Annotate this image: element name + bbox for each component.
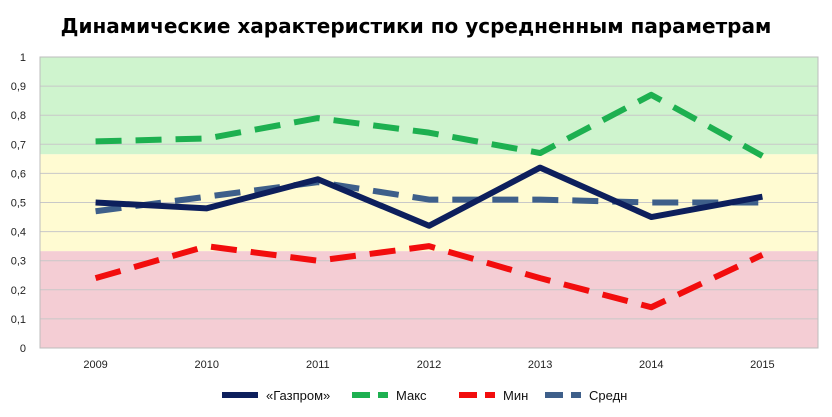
legend-item-3: Средн	[545, 388, 627, 403]
x-tick-label: 2012	[417, 359, 441, 371]
x-tick-label: 2014	[639, 359, 663, 371]
x-tick-label: 2013	[528, 359, 552, 371]
legend-label: «Газпром»	[266, 388, 330, 403]
x-tick-label: 2010	[194, 359, 218, 371]
x-tick-label: 2011	[306, 359, 330, 371]
y-tick-label: 0,3	[11, 256, 26, 268]
y-tick-label: 0,5	[11, 198, 26, 210]
y-tick-label: 0,9	[11, 81, 26, 93]
series-line-2	[94, 243, 764, 311]
y-tick-label: 0,7	[11, 139, 26, 151]
series-line-1	[95, 91, 764, 159]
legend-label: Мин	[503, 388, 528, 403]
y-tick-label: 0,4	[11, 227, 26, 239]
y-tick-label: 0,2	[11, 285, 26, 297]
x-tick-label: 2009	[83, 359, 107, 371]
series-line-3	[95, 179, 763, 215]
series-line-0	[95, 164, 763, 229]
band-2	[40, 57, 818, 155]
legend-label: Макс	[396, 388, 427, 403]
legend-label: Средн	[589, 388, 627, 403]
y-tick-label: 0,8	[11, 110, 26, 122]
chart-title: Динамические характеристики по усредненн…	[60, 14, 772, 38]
band-0	[40, 251, 818, 348]
legend-item-2: Мин	[459, 388, 528, 403]
y-tick-label: 1	[20, 52, 26, 64]
y-tick-label: 0,6	[11, 168, 26, 180]
legend-item-1: Макс	[352, 388, 427, 403]
y-tick-label: 0	[20, 343, 26, 355]
x-tick-label: 2015	[750, 359, 774, 371]
legend-item-0: «Газпром»	[222, 388, 330, 403]
plot-border	[39, 56, 819, 349]
y-tick-label: 0,1	[11, 314, 26, 326]
